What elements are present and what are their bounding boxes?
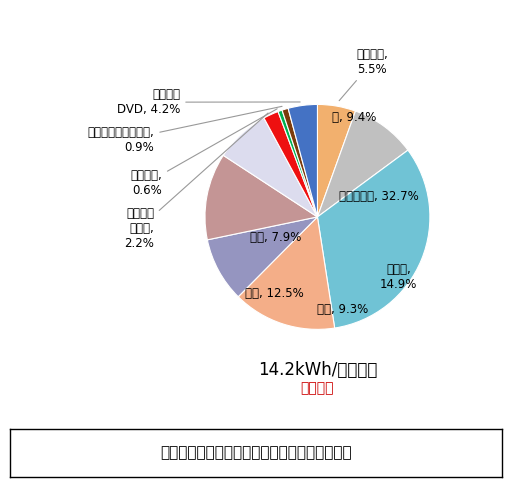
Wedge shape	[278, 110, 317, 217]
Text: 給湯, 12.5%: 給湯, 12.5%	[245, 287, 304, 300]
Wedge shape	[282, 108, 317, 217]
Wedge shape	[317, 111, 408, 217]
Wedge shape	[317, 105, 355, 217]
Text: 炊事, 7.9%: 炊事, 7.9%	[250, 231, 302, 243]
Text: 家庭における家電製品の一日での電力消費割合: 家庭における家電製品の一日での電力消費割合	[160, 445, 352, 461]
Text: （冬季）: （冬季）	[301, 381, 334, 395]
Wedge shape	[288, 105, 317, 217]
Text: パソコン・ルーター,
0.9%: パソコン・ルーター, 0.9%	[88, 107, 282, 154]
Text: 洗濯機・
乾燥機,
2.2%: 洗濯機・ 乾燥機, 2.2%	[124, 113, 268, 250]
Wedge shape	[238, 217, 335, 329]
Wedge shape	[205, 155, 317, 240]
Wedge shape	[223, 118, 317, 217]
Text: 14.2kWh/世帯・日: 14.2kWh/世帯・日	[258, 361, 377, 379]
Text: 冷蔵庫,
14.9%: 冷蔵庫, 14.9%	[380, 263, 417, 291]
Text: 照明, 9.3%: 照明, 9.3%	[316, 303, 368, 316]
Wedge shape	[317, 150, 430, 328]
Wedge shape	[264, 111, 317, 217]
Text: テレビ・
DVD, 4.2%: テレビ・ DVD, 4.2%	[117, 88, 300, 116]
Text: 待機電力,
5.5%: 待機電力, 5.5%	[339, 48, 389, 101]
Wedge shape	[207, 217, 317, 297]
Text: 他, 9.4%: 他, 9.4%	[332, 111, 376, 124]
Text: 温水便座,
0.6%: 温水便座, 0.6%	[131, 109, 277, 197]
Text: エアコン等, 32.7%: エアコン等, 32.7%	[339, 190, 419, 203]
